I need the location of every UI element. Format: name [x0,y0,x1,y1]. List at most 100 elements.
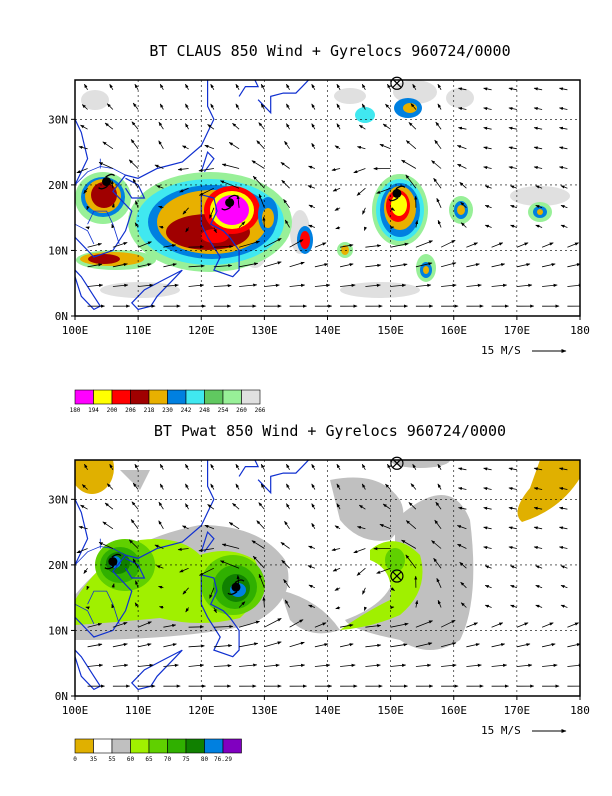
wind-vector [567,264,580,267]
colorbar-label: 194 [88,407,99,414]
wind-vector [509,468,517,470]
wind-vector [380,144,391,149]
colorbar-swatch [94,739,113,753]
x-tick-label: 100E [62,704,89,717]
wind-vector [257,141,265,149]
wind-vector [567,623,578,627]
wind-vector [290,285,305,287]
wind-vector [222,164,239,168]
wind-vector [561,585,567,587]
wind-vector [406,141,416,149]
wind-vector [542,285,557,287]
y-tick-label: 0N [55,310,68,323]
x-tick-label: 100E [62,324,89,337]
wind-vector [365,265,381,267]
colorbar-swatch [223,390,242,404]
wind-vector [534,108,542,110]
colorbar-label: 80 [201,756,209,763]
top-panel-title: BT CLAUS 850 Wind + Gyrelocs 960724/0000 [149,42,510,60]
wind-vector [457,146,466,149]
wind-vector [365,665,380,667]
colorbar-swatch [168,390,187,404]
x-tick-label: 180 [570,704,590,717]
colorbar-swatch [131,739,150,753]
wind-vector [509,108,517,110]
wind-vector [308,566,315,569]
wind-vector [517,243,528,247]
wind-vector [411,484,416,490]
wind-vector [391,227,394,228]
wind-vector [437,198,441,208]
wind-vector [561,186,567,188]
wind-vector [236,104,239,110]
wind-vector [460,182,467,188]
colorbar-swatch [75,739,94,753]
wind-vector [567,243,578,247]
wind-vector [542,665,557,667]
x-tick-label: 130E [251,704,278,717]
top-cloud-fields [75,80,584,316]
wind-vector [492,264,505,267]
wind-vector [511,225,517,227]
wind-vector [88,285,103,287]
wind-vector [438,484,441,490]
colorbar-swatch [149,390,168,404]
wind-vector [559,167,567,169]
wind-vector [264,642,281,647]
wind-vector [286,484,289,490]
wind-vector [435,140,441,149]
bottom-pwat-fields [70,442,584,696]
wind-vector [559,147,567,149]
wind-vector [337,464,340,470]
wind-vector [484,547,492,549]
wind-vector [236,84,239,90]
wind-vector [308,186,315,189]
wind-vector [185,484,188,490]
wind-vector [214,666,231,667]
bottom-vector-scale: 15 M/S [481,724,566,737]
colorbar-label: 218 [144,407,155,414]
x-tick-label: 110E [125,324,152,337]
wind-vector [534,527,542,529]
wind-vector [509,527,517,529]
colorbar-swatch [186,739,205,753]
wind-vector [309,546,315,548]
wind-vector [458,128,466,130]
wind-vector [205,145,214,149]
wind-vector [559,508,567,510]
x-tick-label: 160E [441,704,468,717]
wind-vector [315,243,326,247]
wind-vector [391,607,394,608]
wind-vector [211,84,214,90]
wind-vector [484,128,492,130]
colorbar-swatch [112,739,131,753]
bottom-panel: BT Pwat 850 Wind + Gyrelocs 960724/0000 [48,422,590,763]
coastline [75,270,100,309]
wind-vector [259,123,265,130]
wind-vector [135,464,138,470]
wind-vector [312,464,315,470]
wind-vector [252,161,265,169]
wind-vector [542,264,555,267]
wind-vector [484,468,492,470]
wind-vector [159,521,164,529]
wind-vector [511,585,517,587]
wind-vector [79,527,88,529]
colorbar-label: 242 [181,407,192,414]
wind-vector [286,464,289,470]
wind-vector [466,644,479,647]
bottom-vector-scale-label: 15 M/S [481,724,521,737]
wind-vector [517,644,530,647]
wind-vector [466,285,481,287]
wind-vector [233,123,240,129]
x-tick-label: 170E [504,324,531,337]
wind-vector [509,147,517,149]
wind-vector [163,644,176,647]
wind-vector [484,508,492,510]
wind-vector [84,568,88,573]
wind-vector [364,608,365,611]
colorbar-swatch [205,390,224,404]
x-tick-label: 130E [251,324,278,337]
wind-vector [239,285,257,287]
wind-vector [105,503,113,509]
